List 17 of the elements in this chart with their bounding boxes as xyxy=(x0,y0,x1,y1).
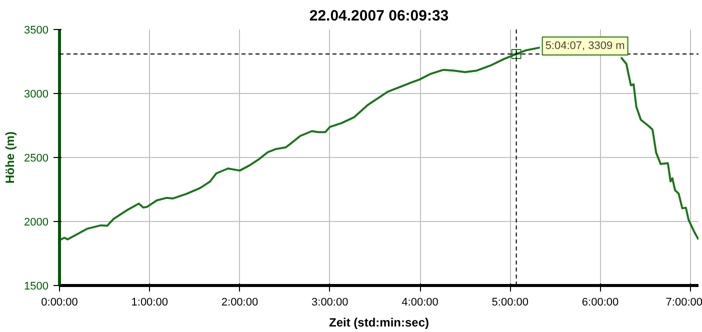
annotation: 5:04:07, 3309 m xyxy=(545,40,625,52)
y-tick-label: 3000 xyxy=(24,88,49,100)
x-tick-label: 7:00:00 xyxy=(666,296,702,308)
y-tick-label: 1500 xyxy=(24,280,49,292)
x-tick-label: 3:00:00 xyxy=(312,296,348,308)
y-tick-label: 2500 xyxy=(24,152,49,164)
y-tick-label: 2000 xyxy=(24,216,49,228)
x-tick-label: 4:00:00 xyxy=(402,296,438,308)
x-axis-title: Zeit (std:min:sec) xyxy=(328,316,430,330)
x-tick-label: 2:00:00 xyxy=(221,296,258,308)
x-tick-label: 5:00:00 xyxy=(492,296,528,308)
x-tick-label: 1:00:00 xyxy=(131,296,168,308)
y-tick-label: 3500 xyxy=(24,24,49,36)
x-tick-label: 6:00:00 xyxy=(582,296,619,308)
chart-title: 22.04.2007 06:09:33 xyxy=(309,8,449,24)
y-axis-title: Höhe (m) xyxy=(3,132,18,184)
x-tick-label: 0:00:00 xyxy=(41,296,78,308)
